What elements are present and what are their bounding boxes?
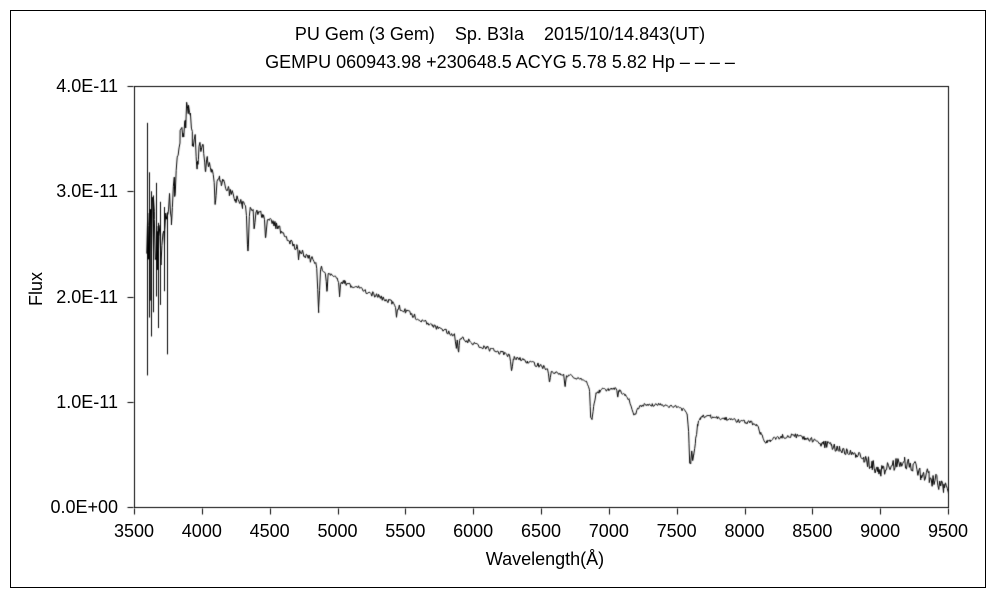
x-tick-label: 4000	[181, 521, 222, 541]
x-tick-label: 6500	[520, 521, 562, 541]
x-tick-label: 8500	[792, 521, 833, 541]
y-tick-label: 3.0E-11	[56, 181, 118, 202]
y-tick-label: 2.0E-11	[56, 286, 118, 307]
x-tick-label: 7500	[656, 521, 697, 541]
y-tick-label: 1.0E-11	[56, 391, 118, 412]
x-tick-label: 5500	[385, 521, 426, 541]
y-tick-label: 0.0E+00	[50, 497, 118, 517]
x-tick-label: 5000	[317, 521, 358, 541]
x-tick-label: 7000	[588, 521, 629, 541]
x-tick-label: 8000	[724, 521, 765, 541]
x-tick-label: 4500	[249, 521, 290, 541]
x-tick-label: 9500	[927, 521, 969, 541]
x-tick-label: 6000	[453, 521, 494, 541]
x-axis-title: Wavelength(Å)	[485, 549, 605, 569]
x-tick-label: 9000	[860, 521, 901, 541]
x-tick-label: 3500	[113, 521, 155, 541]
y-tick-label: 4.0E-11	[56, 76, 118, 96]
